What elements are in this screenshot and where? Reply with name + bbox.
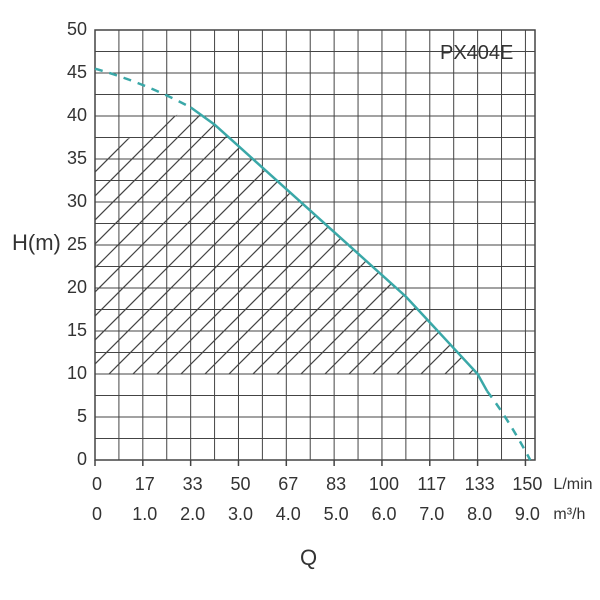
x-tick-label-lmin: 83 — [319, 474, 353, 495]
x-tick-label-lmin: 150 — [510, 474, 544, 495]
x-unit-2: m³/h — [553, 506, 585, 524]
x-tick-label-m3h: 3.0 — [223, 504, 257, 525]
y-tick-label: 45 — [57, 62, 87, 83]
x-axis-title: Q — [300, 545, 317, 571]
x-tick-label-lmin: 17 — [128, 474, 162, 495]
pump-curve-chart: H(m) Q PX404E L/min m³/h 0 5 10 15 20 25 30 35 4… — [0, 0, 600, 600]
x-unit-1: L/min — [553, 476, 592, 494]
x-tick-label-lmin: 33 — [176, 474, 210, 495]
y-tick-label: 20 — [57, 277, 87, 298]
x-tick-label-m3h: 5.0 — [319, 504, 353, 525]
x-tick-label-lmin: 133 — [463, 474, 497, 495]
x-tick-label-m3h: 2.0 — [176, 504, 210, 525]
y-axis-title: H(m) — [12, 230, 61, 256]
x-tick-label-lmin: 100 — [367, 474, 401, 495]
y-tick-label: 0 — [57, 449, 87, 470]
x-tick-label-lmin: 117 — [415, 474, 449, 495]
x-tick-label-lmin: 50 — [223, 474, 257, 495]
y-tick-label: 15 — [57, 320, 87, 341]
y-tick-label: 5 — [57, 406, 87, 427]
x-tick-label-m3h: 6.0 — [367, 504, 401, 525]
x-tick-label-m3h: 8.0 — [463, 504, 497, 525]
x-tick-label-m3h: 0 — [80, 504, 114, 525]
y-tick-label: 40 — [57, 105, 87, 126]
y-tick-label: 30 — [57, 191, 87, 212]
y-tick-label: 50 — [57, 19, 87, 40]
model-label: PX404E — [440, 42, 513, 65]
x-tick-label-lmin: 67 — [271, 474, 305, 495]
x-tick-label-m3h: 4.0 — [271, 504, 305, 525]
y-tick-label: 35 — [57, 148, 87, 169]
x-tick-label-m3h: 1.0 — [128, 504, 162, 525]
x-tick-label-m3h: 7.0 — [415, 504, 449, 525]
x-tick-label-lmin: 0 — [80, 474, 114, 495]
x-tick-label-m3h: 9.0 — [510, 504, 544, 525]
y-tick-label: 10 — [57, 363, 87, 384]
y-tick-label: 25 — [57, 234, 87, 255]
